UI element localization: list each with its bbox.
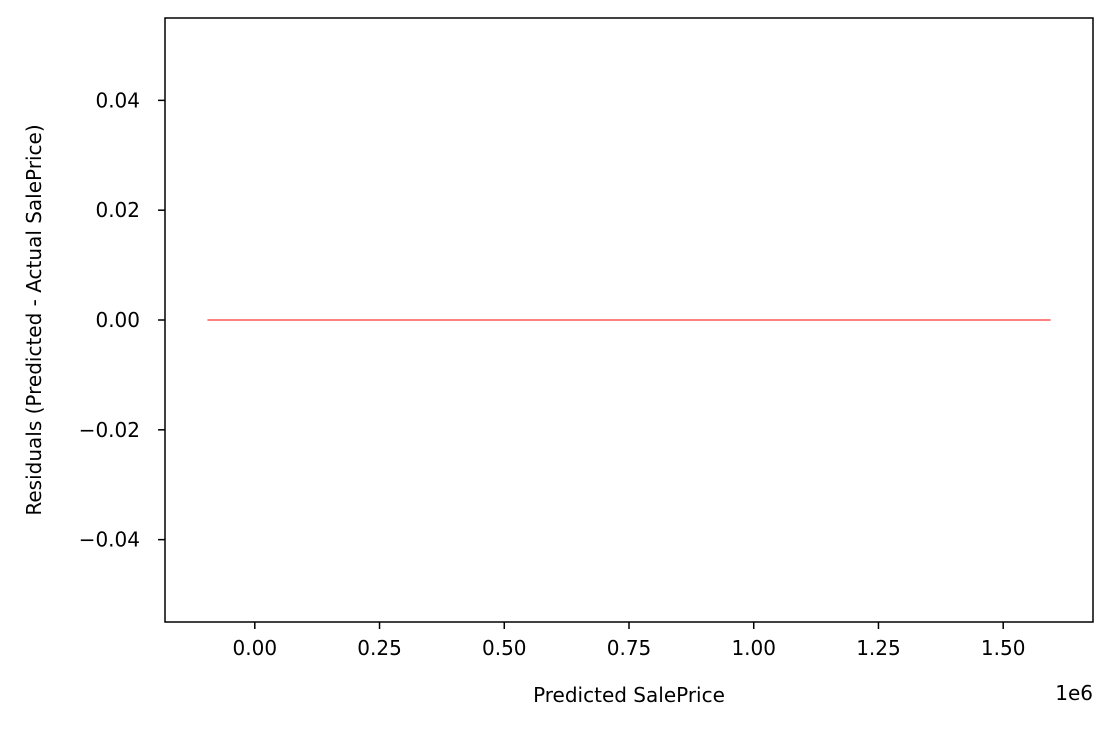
x-axis-title: Predicted SalePrice (533, 683, 725, 707)
x-tick-label: 0.50 (482, 636, 527, 660)
plot-area-frame (164, 17, 1094, 623)
y-axis-title: Residuals (Predicted - Actual SalePrice) (22, 124, 46, 515)
y-tick-label: −0.02 (79, 418, 140, 442)
x-tick-label: 0.00 (233, 636, 278, 660)
x-tick-label: 1.25 (856, 636, 901, 660)
y-tick-label: 0.02 (95, 198, 140, 222)
x-tick-label: 0.75 (607, 636, 652, 660)
x-tick-label: 0.25 (357, 636, 402, 660)
y-tick-label: −0.04 (79, 528, 140, 552)
x-tick-label: 1.00 (731, 636, 776, 660)
x-axis-ticks: 0.00 0.25 0.50 0.75 1.00 1.25 1.50 (233, 622, 1026, 660)
y-tick-label: 0.00 (95, 308, 140, 332)
x-tick-label: 1.50 (981, 636, 1026, 660)
y-tick-label: 0.04 (95, 88, 140, 112)
x-axis-offset-label: 1e6 (1055, 681, 1093, 705)
y-axis-ticks: 0.04 0.02 0.00 −0.02 −0.04 (79, 88, 165, 552)
